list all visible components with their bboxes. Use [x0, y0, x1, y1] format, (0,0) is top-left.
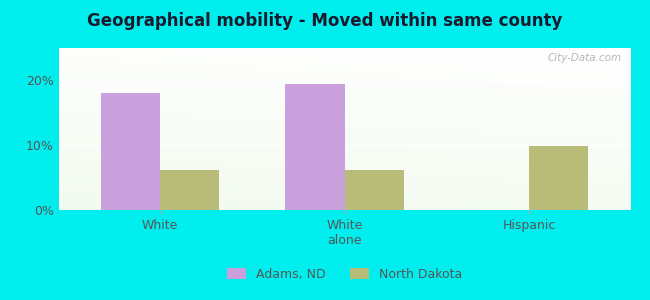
Bar: [285, 84, 345, 210]
Text: Geographical mobility - Moved within same county: Geographical mobility - Moved within sam…: [87, 12, 563, 30]
Legend: Adams, ND, North Dakota: Adams, ND, North Dakota: [227, 268, 462, 281]
Bar: [101, 93, 160, 210]
Text: City-Data.com: City-Data.com: [548, 53, 622, 63]
Bar: [529, 146, 588, 210]
Bar: [344, 170, 404, 210]
Bar: [160, 170, 219, 210]
